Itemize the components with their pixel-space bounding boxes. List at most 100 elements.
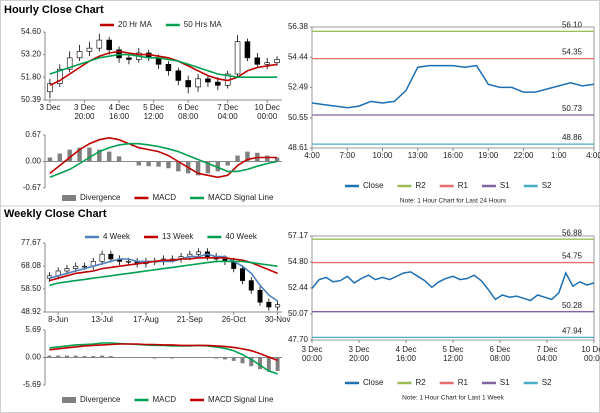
x-tick-label: 8-Jun (48, 315, 68, 324)
y-tick-label: 54.80 (288, 257, 309, 266)
y-tick-label: 56.38 (288, 22, 309, 31)
chart-title: Weekly Close Chart (4, 208, 107, 220)
candle-body (106, 39, 112, 51)
divergence-bar (258, 357, 263, 370)
divergence-bar (235, 155, 240, 162)
chart-title: Hourly Close Chart (4, 4, 104, 16)
candle-body (108, 253, 114, 260)
y-tick-label: 47.70 (288, 335, 309, 344)
chart-note: Note: 1 Hour Chart for Last 24 Hours (400, 198, 507, 205)
legend-label: R1 (458, 181, 469, 190)
x-tick-label: 12:00 (443, 354, 464, 363)
candle-body (82, 265, 87, 268)
candle-body (195, 78, 201, 88)
divergence-bar (108, 356, 113, 358)
candle-body (266, 301, 272, 308)
candle-body (196, 251, 202, 255)
macd-line (49, 142, 278, 179)
x-tick-label: 10:00 (372, 151, 393, 160)
x-tick-label: 08:00 (178, 112, 199, 121)
legend-label: Close (363, 181, 384, 190)
x-tick-label: 10 Dec (581, 345, 600, 354)
divergence-bar (47, 157, 53, 162)
divergence-bar (214, 357, 219, 359)
legend-label: R1 (458, 378, 469, 387)
divergence-bar (240, 357, 245, 364)
divergence-bar (225, 161, 230, 166)
legend-label: Divergence (80, 193, 121, 202)
y-tick-label: 0.00 (25, 353, 41, 362)
pivot-level-label: 56.88 (562, 228, 583, 237)
y-tick-label: 0.00 (25, 157, 41, 166)
x-tick-label: 4:00 (304, 151, 320, 160)
candle-body (96, 39, 103, 49)
legend-label: S1 (500, 378, 510, 387)
y-tick-label: 57.17 (288, 231, 309, 240)
x-tick-label: 00:00 (302, 354, 323, 363)
candle-body (240, 268, 245, 281)
divergence-bar (82, 356, 87, 358)
y-tick-label: -0.67 (23, 183, 42, 192)
divergence-bar (170, 357, 175, 359)
legend-label: MACD Signal Line (208, 395, 274, 404)
legend-label: 40 Week (225, 232, 257, 241)
divergence-bar (275, 357, 280, 372)
x-tick-label: 3 Dec (349, 345, 370, 354)
x-tick-label: 1:00 (551, 151, 567, 160)
x-tick-label: 00:00 (257, 112, 278, 121)
x-tick-label: 4 Dec (109, 103, 130, 112)
x-tick-label: 6 Dec (490, 345, 511, 354)
x-tick-label: 21-Sep (177, 315, 203, 324)
moving-average-line (49, 257, 278, 282)
x-tick-label: 04:00 (537, 354, 558, 363)
candle-body (275, 304, 281, 308)
divergence-bar (245, 151, 250, 162)
y-tick-label: 51.80 (21, 72, 42, 81)
x-tick-label: 3 Dec (302, 345, 323, 354)
divergence-bar (97, 149, 102, 162)
pivot-level-label: 54.35 (562, 48, 583, 57)
y-tick-label: 52.44 (288, 283, 309, 292)
candle-body (73, 265, 79, 269)
legend-label: S2 (542, 378, 552, 387)
legend-label: 50 Hrs MA (184, 20, 222, 29)
legend-label: Divergence (80, 395, 121, 404)
y-tick-label: 54.44 (288, 52, 309, 61)
y-tick-label: 58.50 (21, 284, 42, 293)
y-tick-label: 52.49 (288, 83, 309, 92)
chart-note: Note: 1 Hour Chart for Last 1 Week (402, 395, 505, 402)
divergence-bar (176, 161, 181, 172)
y-tick-label: 5.69 (25, 325, 41, 334)
x-tick-label: 13:00 (408, 151, 429, 160)
divergence-bar (73, 355, 78, 358)
divergence-bar (215, 161, 221, 172)
pivot-level-label: 50.28 (562, 301, 583, 310)
candle-body (175, 70, 182, 81)
divergence-bar (231, 357, 236, 361)
divergence-bar (116, 156, 122, 162)
y-tick-label: 50.39 (21, 95, 42, 104)
macd-line (49, 343, 278, 362)
divergence-bar (249, 357, 254, 367)
divergence-bar (205, 161, 211, 174)
candle-body (47, 83, 53, 93)
legend-swatch (62, 195, 76, 201)
divergence-bar (87, 147, 92, 162)
candle-body (205, 78, 211, 83)
divergence-bar (77, 147, 82, 162)
x-tick-label: 3 Dec (39, 103, 60, 112)
divergence-bar (195, 161, 201, 176)
y-tick-label: 48.61 (288, 143, 309, 152)
candle-body (248, 280, 254, 291)
close-line (311, 64, 595, 109)
x-tick-label: 7:00 (339, 151, 355, 160)
x-tick-label: 7 Dec (217, 103, 238, 112)
pivot-level-label: 50.73 (562, 104, 583, 113)
x-tick-label: 16:00 (109, 112, 130, 121)
divergence-bar (152, 357, 157, 359)
y-tick-label: 50.07 (288, 309, 309, 318)
x-tick-label: 6 Dec (178, 103, 199, 112)
divergence-bar (64, 355, 69, 358)
x-tick-label: 13-Jul (91, 315, 113, 324)
